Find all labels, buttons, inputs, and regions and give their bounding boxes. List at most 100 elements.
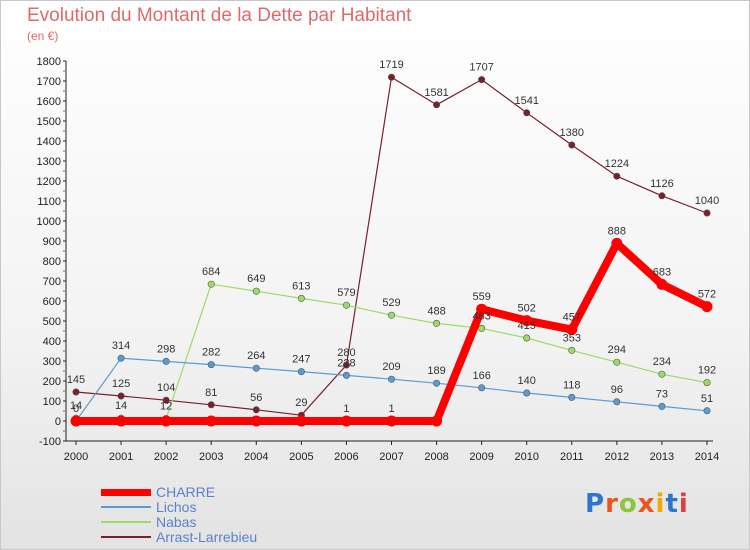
data-point	[658, 402, 666, 410]
data-point	[658, 192, 666, 200]
y-minor-tick	[63, 310, 65, 312]
data-label: 209	[382, 361, 400, 373]
y-tick-label: 300	[43, 356, 61, 368]
data-point	[160, 415, 172, 427]
x-tick-label: 2006	[334, 451, 358, 463]
data-point	[703, 209, 711, 217]
y-tick-label: 200	[43, 376, 61, 388]
data-label: 1719	[379, 59, 403, 71]
data-label: 353	[563, 332, 581, 344]
data-point	[162, 357, 170, 365]
data-label: 1126	[650, 178, 674, 190]
data-label: 81	[205, 387, 217, 399]
data-point	[162, 396, 170, 404]
logo-letter: x	[637, 489, 656, 519]
y-minor-tick	[63, 410, 65, 412]
data-point	[568, 141, 576, 149]
data-point	[72, 388, 80, 396]
data-label: 1	[343, 403, 349, 415]
y-minor-tick	[63, 350, 65, 352]
x-tick-label: 2010	[514, 451, 538, 463]
data-label: 298	[157, 343, 175, 355]
legend-swatch	[101, 521, 151, 523]
data-point	[568, 393, 576, 401]
data-point	[252, 364, 260, 372]
y-tick-label: 1300	[37, 156, 61, 168]
data-label: 1707	[469, 62, 493, 74]
y-minor-tick	[63, 290, 65, 292]
data-point	[342, 371, 350, 379]
data-point	[611, 237, 623, 249]
y-minor-tick	[63, 70, 65, 72]
data-point	[703, 407, 711, 415]
data-label: 14	[70, 400, 82, 412]
y-tick-label: 400	[43, 336, 61, 348]
data-point	[387, 73, 395, 81]
data-label: 1581	[424, 87, 448, 99]
data-label: 104	[157, 382, 175, 394]
y-tick-label: 1200	[37, 176, 61, 188]
y-tick-label: 0	[55, 416, 61, 428]
logo-letter: i	[655, 489, 666, 519]
data-label: 1040	[695, 195, 719, 207]
data-label: 888	[608, 225, 626, 237]
data-label: 559	[472, 291, 490, 303]
y-tick-label: 1800	[37, 56, 61, 68]
data-point	[252, 287, 260, 295]
x-tick-label: 2012	[605, 451, 629, 463]
data-label: 56	[250, 392, 262, 404]
data-point	[656, 278, 668, 290]
data-point	[433, 319, 441, 327]
data-point	[431, 415, 443, 427]
data-label: 683	[653, 266, 671, 278]
data-point	[387, 375, 395, 383]
data-point	[433, 101, 441, 109]
y-tick-label: 500	[43, 316, 61, 328]
data-label: 192	[698, 365, 716, 377]
data-point	[523, 109, 531, 117]
y-tick-label: 1700	[37, 76, 61, 88]
data-point	[613, 172, 621, 180]
data-point	[387, 311, 395, 319]
data-point	[478, 324, 486, 332]
data-label: 1	[388, 403, 394, 415]
logo-letter: r	[605, 489, 619, 519]
data-point	[117, 354, 125, 362]
data-point	[568, 346, 576, 354]
data-label: 294	[608, 344, 626, 356]
x-tick-label: 2002	[154, 451, 178, 463]
data-label: 1380	[560, 127, 584, 139]
data-point	[476, 303, 488, 315]
x-tick-label: 2013	[650, 451, 674, 463]
data-point	[342, 301, 350, 309]
logo-letter: t	[665, 489, 679, 519]
data-label: 14	[115, 400, 127, 412]
data-point	[250, 415, 262, 427]
data-label: 463	[472, 310, 490, 322]
data-label: 234	[653, 356, 671, 368]
data-label: 649	[247, 273, 265, 285]
y-minor-tick	[63, 130, 65, 132]
data-point	[613, 358, 621, 366]
data-point	[386, 415, 397, 427]
data-label: 415	[518, 320, 536, 332]
data-label: 96	[611, 384, 623, 396]
data-label: 314	[112, 340, 130, 352]
y-tick-label: 1400	[37, 136, 61, 148]
data-label: 529	[382, 297, 400, 309]
y-minor-tick	[63, 210, 65, 212]
y-tick-label: 1500	[37, 116, 61, 128]
data-point	[117, 392, 125, 400]
data-label: 684	[202, 266, 220, 278]
data-point	[252, 406, 260, 414]
x-tick-label: 2009	[469, 451, 493, 463]
y-tick-label: 100	[43, 396, 61, 408]
data-point	[433, 379, 441, 387]
data-point	[115, 415, 127, 427]
data-label: 579	[337, 287, 355, 299]
y-tick-label: 1000	[37, 216, 61, 228]
data-label: 613	[292, 280, 310, 292]
data-label: 140	[518, 375, 536, 387]
